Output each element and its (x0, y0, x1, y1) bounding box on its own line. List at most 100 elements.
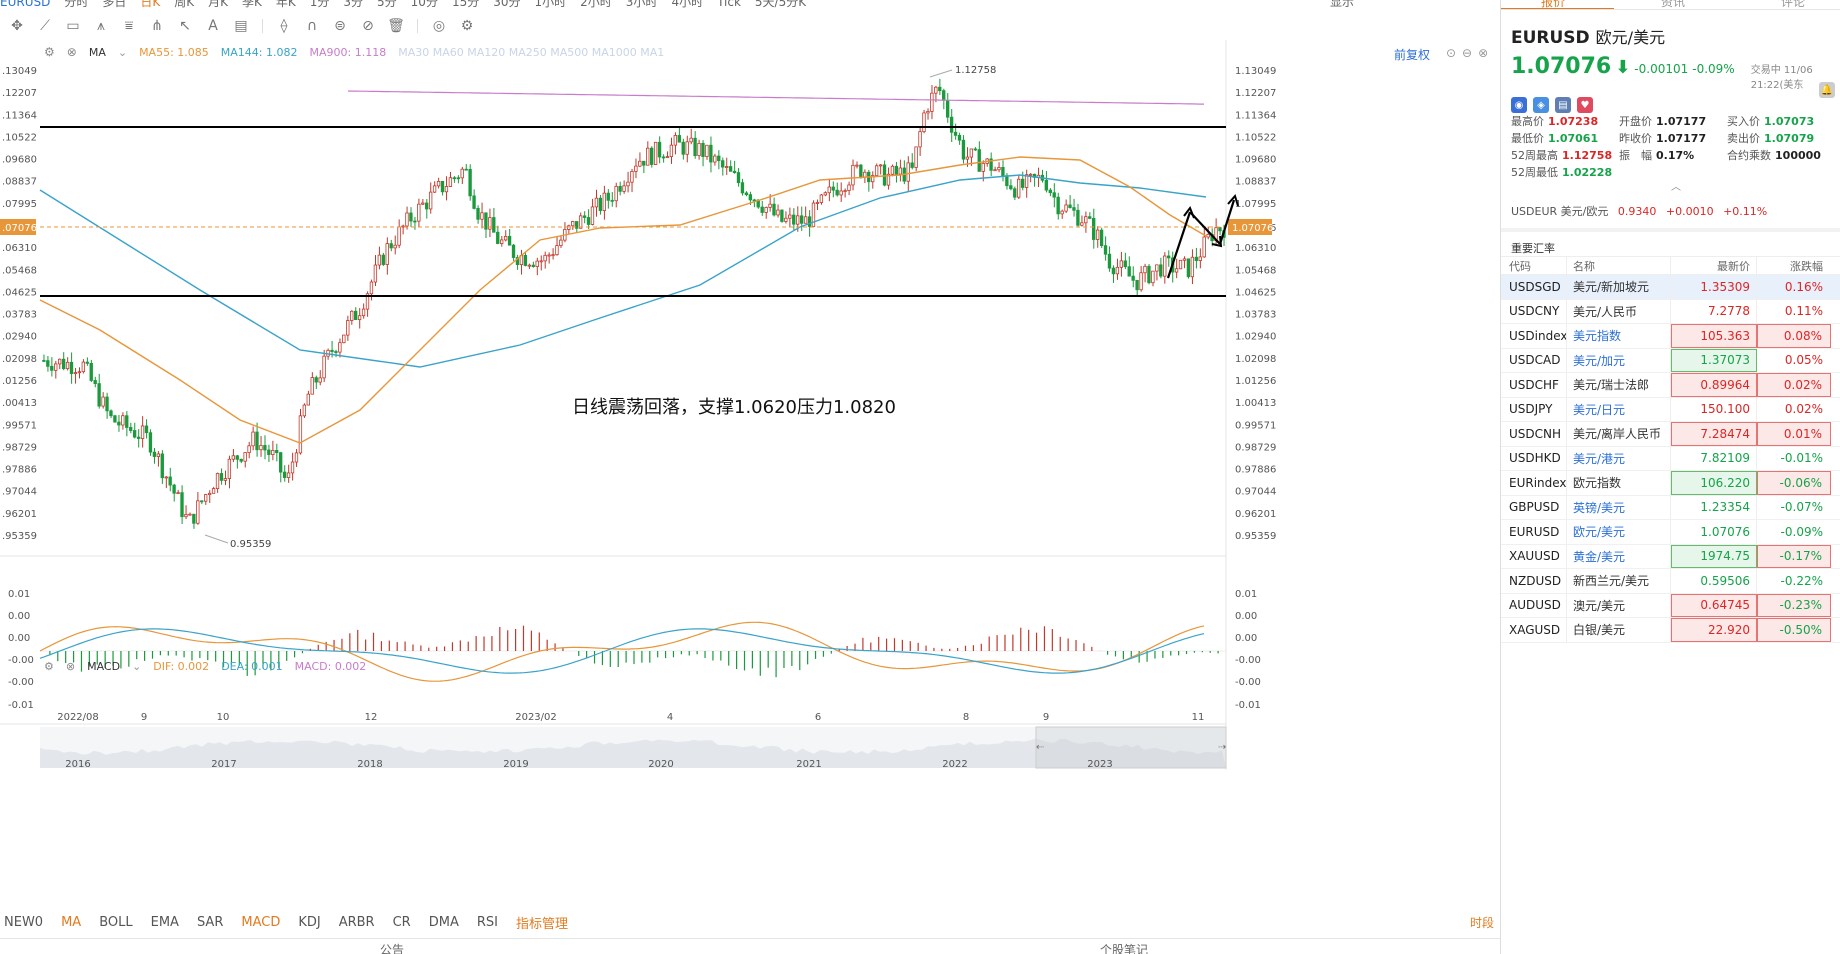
overview-handle-right[interactable]: ⇢ (1218, 742, 1226, 753)
fx-name[interactable]: 新西兰元/美元 (1567, 569, 1671, 593)
indicator-tab-sar[interactable]: SAR (196, 914, 224, 930)
fork-tool-icon[interactable]: ⩚ (97, 18, 105, 34)
fx-name[interactable]: 美元/港元 (1567, 446, 1671, 470)
rect-tool-icon[interactable]: ▭ (66, 18, 80, 34)
fx-name[interactable]: 美元/瑞士法郎 (1567, 373, 1671, 397)
indicator-tab-rsi[interactable]: RSI (476, 914, 498, 930)
adjust-mode-button[interactable]: 前复权 (1394, 48, 1431, 62)
period-tab-12[interactable]: 30分 (493, 0, 521, 9)
table-row[interactable]: USDSGD 美元/新加坡元 1.35309 0.16% (1501, 275, 1840, 300)
fx-name[interactable]: 澳元/美元 (1567, 593, 1671, 617)
chevron-up-icon[interactable]: ︿ (1671, 182, 1681, 193)
close-icon[interactable]: ⊗ (66, 45, 77, 59)
table-row[interactable]: GBPUSD 英镑/美元 1.23354 -0.07% (1501, 495, 1840, 520)
period-tab-0[interactable]: 分时 (64, 0, 89, 9)
fx-name[interactable]: 欧元/美元 (1567, 520, 1671, 544)
fx-name[interactable]: 白银/美元 (1567, 618, 1671, 642)
line-tool-icon[interactable]: ⟋ (40, 18, 50, 34)
globe-icon[interactable]: ◉ (1511, 97, 1527, 113)
table-header-cell[interactable]: 最新价 (1671, 257, 1757, 274)
period-tab-18[interactable]: 5天/5分K (754, 0, 807, 9)
table-row[interactable]: USDCNH 美元/离岸人民币 7.28474 0.01% (1501, 422, 1840, 447)
table-row[interactable]: USDCAD 美元/加元 1.37073 0.05% (1501, 348, 1840, 373)
fx-name[interactable]: 美元/新加坡元 (1567, 275, 1671, 299)
gear-icon[interactable]: ⚙ (460, 18, 474, 34)
table-row[interactable]: USDJPY 美元/日元 150.100 0.02% (1501, 397, 1840, 422)
arrow-tool-icon[interactable]: ↖ (179, 18, 191, 34)
usdeur-row[interactable]: USDEUR 美元/欧元 0.9340 +0.0010 +0.11% (1511, 203, 1767, 219)
price-pane[interactable] (0, 60, 1226, 556)
macd-label[interactable]: MACD (87, 659, 121, 673)
chart-window-controls[interactable]: ⊙⊖⊗ (1446, 46, 1495, 60)
table-row[interactable]: XAUUSD 黄金/美元 1974.75 -0.17% (1501, 544, 1840, 569)
fx-name[interactable]: 黄金/美元 (1567, 544, 1671, 568)
indicator-tab-new0[interactable]: NEW0 (4, 914, 44, 930)
lock-icon[interactable]: ⊜ (334, 18, 346, 34)
bell-icon[interactable]: 🔔 (1819, 82, 1835, 98)
ruler-icon[interactable]: ⟠ (280, 18, 288, 34)
indicator-tab-boll[interactable]: BOLL (99, 914, 133, 930)
period-tab-6[interactable]: 年K (275, 0, 296, 9)
indicator-tab-指标管理[interactable]: 指标管理 (515, 916, 568, 932)
gear-icon[interactable]: ⚙ (44, 659, 54, 673)
channel-tool-icon[interactable]: ⩸ (124, 18, 134, 34)
period-tab-8[interactable]: 3分 (343, 0, 364, 9)
kline-chart[interactable]: 1.13049 .13049 1.12207 .12207 1.11364 .11364 1… (0, 40, 1500, 950)
period-tab-11[interactable]: 15分 (451, 0, 480, 9)
period-tab-9[interactable]: 5分 (377, 0, 397, 9)
note-icon[interactable]: ▤ (1555, 97, 1571, 113)
table-row[interactable]: EURindex 欧元指数 106.220 -0.06% (1501, 471, 1840, 496)
notes-tab[interactable]: 个股笔记 (1100, 943, 1149, 954)
trash-icon[interactable]: 🗑 (387, 18, 405, 34)
indicator-tab-ma[interactable]: MA (61, 914, 82, 930)
table-row[interactable]: NZDUSD 新西兰元/美元 0.59506 -0.22% (1501, 569, 1840, 594)
indicator-tab-kdj[interactable]: KDJ (298, 914, 321, 930)
period-tab-4[interactable]: 月K (208, 0, 228, 9)
crosshair-icon[interactable]: ✥ (11, 18, 23, 34)
favorite-icon[interactable]: ♥ (1577, 97, 1593, 113)
period-tab-13[interactable]: 1小时 (534, 0, 567, 9)
fx-name[interactable]: 英镑/美元 (1567, 495, 1671, 519)
period-tab-1[interactable]: 多日 (102, 0, 127, 9)
table-row[interactable]: XAGUSD 白银/美元 22.920 -0.50% (1501, 618, 1840, 643)
announcement-tab[interactable]: 公告 (380, 943, 405, 954)
fx-name[interactable]: 美元/日元 (1567, 397, 1671, 421)
table-header-cell[interactable]: 名称 (1567, 257, 1671, 274)
period-tab-10[interactable]: 10分 (410, 0, 438, 9)
fib-tool-icon[interactable]: ⋔ (151, 18, 163, 34)
close-icon[interactable]: ⊗ (65, 659, 76, 673)
table-row[interactable]: EURUSD 欧元/美元 1.07076 -0.09% (1501, 520, 1840, 545)
indicator-tab-dma[interactable]: DMA (428, 914, 459, 930)
table-header-cell[interactable]: 涨跌幅 (1790, 259, 1823, 273)
period-tab-16[interactable]: 4小时 (671, 0, 704, 9)
chevron-down-icon[interactable]: ⌄ (132, 659, 142, 673)
session-button[interactable]: 时段 (1470, 916, 1495, 930)
table-row[interactable]: USDindex 美元指数 105.363 0.08% (1501, 324, 1840, 349)
period-tab-2[interactable]: 日K (140, 0, 161, 9)
text-tool-icon[interactable]: A (208, 18, 218, 34)
overview-window[interactable] (1035, 726, 1227, 769)
magnet-icon[interactable]: ∩ (306, 18, 318, 34)
share-icon[interactable]: ◈ (1533, 97, 1549, 113)
indicator-tab-arbr[interactable]: ARBR (338, 914, 375, 930)
period-tab-15[interactable]: 3小时 (625, 0, 658, 9)
fx-name[interactable]: 美元指数 (1567, 324, 1671, 348)
comment-tool-icon[interactable]: ▤ (234, 18, 248, 34)
tab-quote[interactable]: 报价 (1541, 0, 1566, 9)
indicator-tab-ema[interactable]: EMA (150, 914, 179, 930)
period-tab-5[interactable]: 季K (242, 0, 262, 9)
chevron-down-icon[interactable]: ⌄ (117, 45, 128, 59)
table-header-cell[interactable]: 代码 (1501, 257, 1567, 274)
gear-icon[interactable]: ⚙ (44, 45, 55, 59)
eye-icon[interactable]: ◎ (432, 18, 446, 34)
fx-name[interactable]: 美元/离岸人民币 (1567, 422, 1671, 446)
table-row[interactable]: USDCHF 美元/瑞士法郎 0.89964 0.02% (1501, 373, 1840, 398)
fx-name[interactable]: 美元/加元 (1567, 348, 1671, 372)
symbol-label[interactable]: EURUSD (0, 0, 51, 9)
tab-news[interactable]: 资讯 (1661, 0, 1686, 9)
hide-icon[interactable]: ⊘ (362, 18, 374, 34)
indicator-tab-macd[interactable]: MACD (241, 914, 281, 930)
table-row[interactable]: USDCNY 美元/人民币 7.2778 0.11% (1501, 299, 1840, 324)
period-tab-14[interactable]: 2小时 (580, 0, 612, 9)
overview-handle-left[interactable]: ⇠ (1036, 742, 1045, 753)
